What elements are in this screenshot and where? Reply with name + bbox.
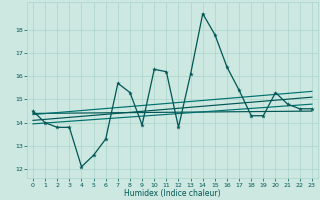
X-axis label: Humidex (Indice chaleur): Humidex (Indice chaleur)	[124, 189, 221, 198]
